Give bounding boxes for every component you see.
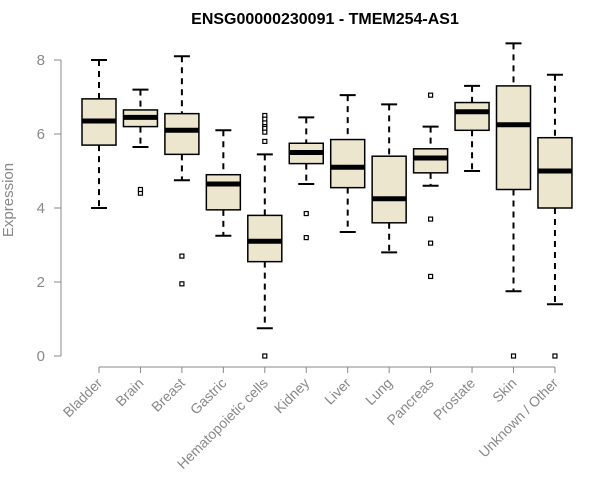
x-tick-label: Unknown / Other [475, 375, 561, 461]
box-liver [329, 94, 366, 234]
outlier-point [179, 253, 185, 259]
iqr-box [495, 85, 532, 191]
box-kidney [288, 116, 324, 241]
outlier-point [303, 235, 309, 241]
iqr-box [371, 155, 407, 224]
outlier-point [262, 353, 268, 359]
outlier-point [137, 186, 144, 193]
outlier-point [303, 210, 309, 217]
outlier-point [428, 240, 434, 246]
iqr-box [454, 101, 490, 132]
box-prostate [454, 84, 490, 172]
outlier-point [428, 216, 434, 222]
box-breast [164, 55, 200, 287]
outlier-point [510, 353, 517, 359]
boxes-group [81, 42, 573, 359]
outlier-point [262, 129, 268, 135]
x-tick-label: Liver [321, 375, 354, 408]
x-tick-label: Brain [112, 375, 146, 409]
y-tick-label: 6 [37, 126, 45, 143]
box-brain [122, 88, 159, 196]
y-tick-label: 0 [37, 348, 45, 365]
y-tick-label: 2 [37, 274, 45, 291]
box-hematopoietic-cells [247, 112, 283, 359]
box-skin [495, 42, 532, 359]
box-lung [371, 103, 407, 254]
y-axis: 0 2 4 6 8 [37, 52, 62, 365]
x-tick-label: Breast [148, 375, 188, 415]
x-tick-label: Skin [489, 375, 520, 406]
x-tick-label: Prostate [430, 375, 478, 423]
outlier-point [552, 353, 558, 359]
iqr-box [247, 214, 283, 263]
box-gastric [205, 129, 242, 237]
box-bladder [81, 59, 117, 209]
y-tick-label: 4 [37, 200, 45, 217]
iqr-box [329, 138, 366, 189]
iqr-box [205, 173, 242, 211]
iqr-box [164, 112, 200, 156]
x-tick-label: Kidney [271, 375, 313, 417]
x-tick-label: Bladder [60, 375, 106, 421]
outlier-point [428, 92, 434, 98]
box-pancreas [412, 92, 449, 280]
chart-title: ENSG00000230091 - TMEM254-AS1 [191, 11, 459, 28]
x-tick-label: Lung [362, 375, 395, 408]
outlier-point [262, 138, 268, 144]
outlier-point [428, 273, 434, 280]
box-unknown-other [537, 73, 573, 359]
iqr-box [412, 148, 449, 174]
y-axis-label: Expression [0, 163, 17, 237]
y-tick-label: 8 [37, 52, 45, 69]
outlier-point [179, 281, 185, 287]
